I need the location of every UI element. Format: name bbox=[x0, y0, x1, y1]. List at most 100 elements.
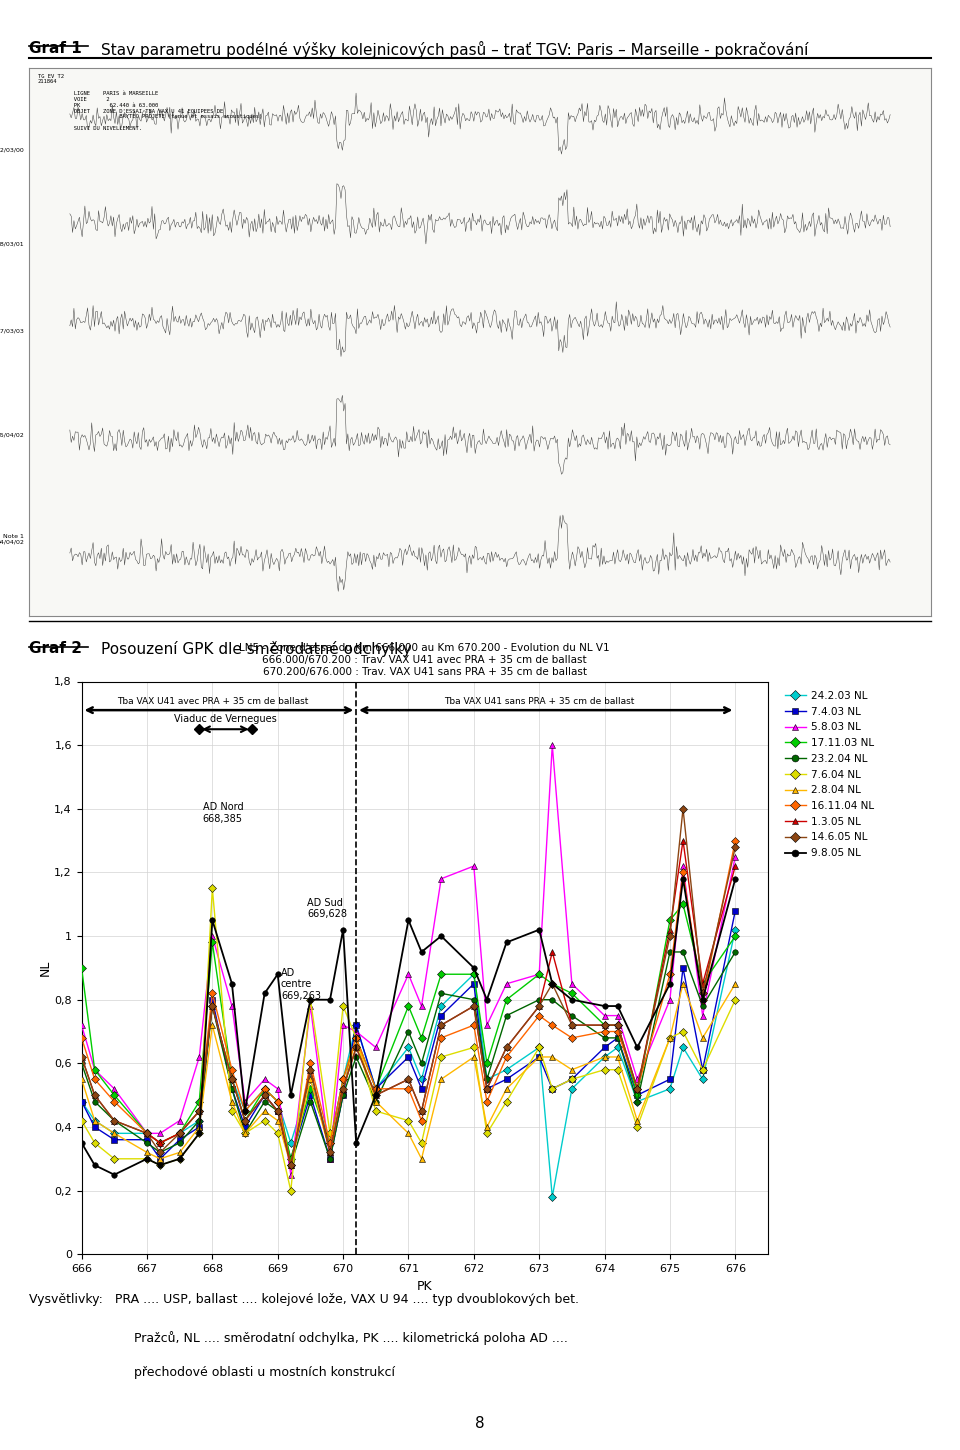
23.2.04 NL bbox=[337, 1086, 348, 1103]
17.11.03 NL bbox=[534, 966, 545, 983]
7.4.03 NL bbox=[304, 1086, 316, 1103]
Y-axis label: NL: NL bbox=[38, 960, 52, 976]
7.4.03 NL bbox=[227, 1080, 238, 1098]
17.11.03 NL bbox=[89, 1061, 101, 1079]
7.4.03 NL bbox=[481, 1080, 492, 1098]
2.8.04 NL bbox=[206, 1016, 218, 1034]
24.2.03 NL bbox=[89, 1112, 101, 1130]
9.8.05 NL bbox=[677, 870, 688, 887]
23.2.04 NL bbox=[194, 1112, 205, 1130]
9.8.05 NL bbox=[141, 1150, 153, 1167]
14.6.05 NL bbox=[697, 985, 708, 1002]
9.8.05 NL bbox=[194, 1125, 205, 1143]
Line: 7.4.03 NL: 7.4.03 NL bbox=[79, 908, 738, 1161]
7.6.04 NL bbox=[370, 1102, 381, 1119]
7.4.03 NL bbox=[730, 902, 741, 919]
2.8.04 NL bbox=[227, 1093, 238, 1111]
14.6.05 NL bbox=[155, 1144, 166, 1161]
17.11.03 NL bbox=[239, 1112, 251, 1130]
14.6.05 NL bbox=[566, 1016, 578, 1034]
14.6.05 NL bbox=[285, 1157, 297, 1175]
Text: Note 1
04/04/02: Note 1 04/04/02 bbox=[0, 534, 24, 545]
1.3.05 NL bbox=[632, 1080, 643, 1098]
14.6.05 NL bbox=[141, 1125, 153, 1143]
5.8.03 NL bbox=[304, 998, 316, 1015]
14.6.05 NL bbox=[436, 1016, 447, 1034]
2.8.04 NL bbox=[239, 1125, 251, 1143]
14.6.05 NL bbox=[239, 1112, 251, 1130]
5.8.03 NL bbox=[730, 848, 741, 866]
24.2.03 NL bbox=[730, 921, 741, 938]
17.11.03 NL bbox=[108, 1086, 120, 1103]
17.11.03 NL bbox=[612, 1016, 623, 1034]
7.6.04 NL bbox=[416, 1134, 427, 1151]
24.2.03 NL bbox=[337, 1070, 348, 1088]
16.11.04 NL bbox=[350, 1030, 362, 1047]
1.3.05 NL bbox=[370, 1086, 381, 1103]
Line: 5.8.03 NL: 5.8.03 NL bbox=[78, 741, 739, 1179]
Line: 17.11.03 NL: 17.11.03 NL bbox=[79, 902, 738, 1161]
14.6.05 NL bbox=[89, 1086, 101, 1103]
7.4.03 NL bbox=[206, 990, 218, 1008]
2.8.04 NL bbox=[416, 1150, 427, 1167]
17.11.03 NL bbox=[468, 966, 480, 983]
1.3.05 NL bbox=[239, 1112, 251, 1130]
1.3.05 NL bbox=[468, 998, 480, 1015]
7.6.04 NL bbox=[697, 1061, 708, 1079]
16.11.04 NL bbox=[141, 1125, 153, 1143]
7.6.04 NL bbox=[677, 1022, 688, 1040]
24.2.03 NL bbox=[227, 1070, 238, 1088]
24.2.03 NL bbox=[141, 1125, 153, 1143]
17.11.03 NL bbox=[337, 1070, 348, 1088]
9.8.05 NL bbox=[324, 990, 336, 1008]
23.2.04 NL bbox=[285, 1157, 297, 1175]
9.8.05 NL bbox=[697, 990, 708, 1008]
7.4.03 NL bbox=[436, 1006, 447, 1024]
7.4.03 NL bbox=[546, 1080, 558, 1098]
16.11.04 NL bbox=[416, 1112, 427, 1130]
9.8.05 NL bbox=[632, 1038, 643, 1056]
23.2.04 NL bbox=[612, 1030, 623, 1047]
5.8.03 NL bbox=[546, 737, 558, 754]
2.8.04 NL bbox=[89, 1112, 101, 1130]
7.4.03 NL bbox=[239, 1118, 251, 1135]
1.3.05 NL bbox=[481, 1080, 492, 1098]
9.8.05 NL bbox=[546, 974, 558, 992]
7.6.04 NL bbox=[108, 1150, 120, 1167]
16.11.04 NL bbox=[402, 1080, 414, 1098]
23.2.04 NL bbox=[481, 1070, 492, 1088]
1.3.05 NL bbox=[89, 1086, 101, 1103]
5.8.03 NL bbox=[599, 1006, 611, 1024]
7.6.04 NL bbox=[227, 1102, 238, 1119]
5.8.03 NL bbox=[436, 870, 447, 887]
5.8.03 NL bbox=[89, 1061, 101, 1079]
7.4.03 NL bbox=[677, 960, 688, 977]
1.3.05 NL bbox=[501, 1038, 513, 1056]
Text: Pražců, NL .... směrodatní odchylka, PK .... kilometrická poloha AD ....: Pražců, NL .... směrodatní odchylka, PK … bbox=[134, 1331, 568, 1346]
7.4.03 NL bbox=[337, 1086, 348, 1103]
1.3.05 NL bbox=[612, 1016, 623, 1034]
16.11.04 NL bbox=[89, 1070, 101, 1088]
2.8.04 NL bbox=[566, 1061, 578, 1079]
Text: Tba VAX U41 avec PRA + 35 cm de ballast: Tba VAX U41 avec PRA + 35 cm de ballast bbox=[117, 697, 308, 706]
14.6.05 NL bbox=[599, 1016, 611, 1034]
24.2.03 NL bbox=[534, 1038, 545, 1056]
16.11.04 NL bbox=[501, 1048, 513, 1066]
7.6.04 NL bbox=[481, 1125, 492, 1143]
Text: Viaduc de Vernegues: Viaduc de Vernegues bbox=[174, 715, 276, 725]
17.11.03 NL bbox=[730, 928, 741, 945]
7.4.03 NL bbox=[468, 974, 480, 992]
24.2.03 NL bbox=[599, 1048, 611, 1066]
1.3.05 NL bbox=[566, 1016, 578, 1034]
1.3.05 NL bbox=[697, 974, 708, 992]
16.11.04 NL bbox=[546, 1016, 558, 1034]
Text: přechodové oblasti u mostních konstrukcí: přechodové oblasti u mostních konstrukcí bbox=[134, 1366, 396, 1379]
16.11.04 NL bbox=[239, 1102, 251, 1119]
9.8.05 NL bbox=[155, 1157, 166, 1175]
17.11.03 NL bbox=[697, 974, 708, 992]
7.6.04 NL bbox=[730, 990, 741, 1008]
24.2.03 NL bbox=[108, 1125, 120, 1143]
5.8.03 NL bbox=[141, 1125, 153, 1143]
24.2.03 NL bbox=[272, 1093, 283, 1111]
14.6.05 NL bbox=[304, 1061, 316, 1079]
